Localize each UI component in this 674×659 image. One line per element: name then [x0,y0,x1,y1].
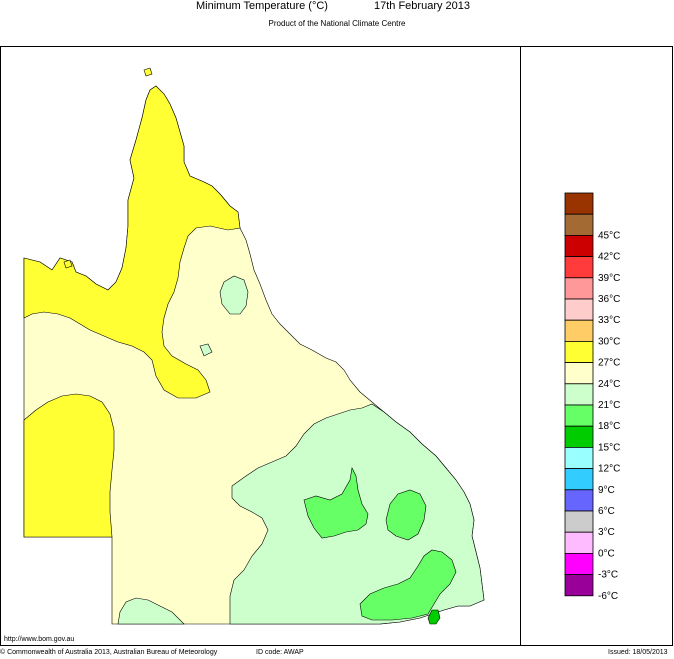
legend-swatches [564,192,594,597]
legend-label: 42°C [598,252,620,263]
region-18c-south [359,549,457,621]
legend-label: 12°C [598,464,620,475]
legend-swatch [564,510,594,533]
legend-swatch [564,468,594,491]
legend-swatch [564,362,594,385]
legend-swatch [564,446,594,469]
region-27c-north [23,85,241,399]
legend-swatch [564,574,594,597]
region-18c-east [385,489,427,541]
legend-label: 3°C [598,527,615,538]
legend-label: 9°C [598,485,615,496]
legend-label: 24°C [598,379,620,390]
legend-label: 30°C [598,336,620,347]
island-coast [199,343,213,357]
legend-label: 36°C [598,294,620,305]
legend-swatch [564,256,594,279]
legend-swatch [564,489,594,512]
legend-swatch [564,340,594,363]
legend-labels: 45°C 42°C 39°C 36°C 33°C 30°C 27°C 24°C 21°C 18°C… [598,230,620,601]
region-18c-central [303,467,369,539]
region-15c-spot [427,609,441,625]
legend-swatch [564,234,594,257]
legend-swatch [564,319,594,342]
legend-swatch [564,553,594,576]
legend-label: 27°C [598,358,620,369]
legend-label: 39°C [598,273,620,284]
footer-url[interactable]: http://www.bom.gov.au [4,636,75,643]
legend-swatch [564,277,594,300]
legend-label: 0°C [598,548,615,559]
legend-label: 33°C [598,315,620,326]
legend-label: 15°C [598,442,620,453]
legend-swatch [564,298,594,321]
legend-label: 21°C [598,400,620,411]
region-21c-southwest [117,597,185,625]
footer-id-code: ID code: AWAP [256,649,304,656]
island-gulf [63,259,73,269]
footer-issued: Issued: 18/05/2013 [608,649,668,656]
legend-label: 18°C [598,421,620,432]
legend-swatch [564,425,594,448]
region-27c-west [23,393,115,538]
map-frame: 45°C 42°C 39°C 36°C 33°C 30°C 27°C 24°C 21°C 18°C… [0,46,673,646]
legend-label: -3°C [598,570,618,581]
region-21c-coast [219,275,249,315]
legend-swatch [564,383,594,406]
legend-swatch [564,404,594,427]
map-date: 17th February 2013 [374,0,471,12]
legend-label: -6°C [598,591,618,602]
legend-swatch [564,192,594,215]
map-subtitle: Product of the National Climate Centre [268,19,406,28]
legend-label: 45°C [598,230,620,241]
map-title: Minimum Temperature (°C) [196,0,328,12]
footer-copyright: © Commonwealth of Australia 2013, Austra… [0,649,218,656]
legend-swatch [564,213,594,236]
header: Minimum Temperature (°C) 17th February 2… [0,0,674,16]
legend-label: 6°C [598,506,615,517]
island-north [143,67,153,77]
legend-swatch [564,531,594,554]
